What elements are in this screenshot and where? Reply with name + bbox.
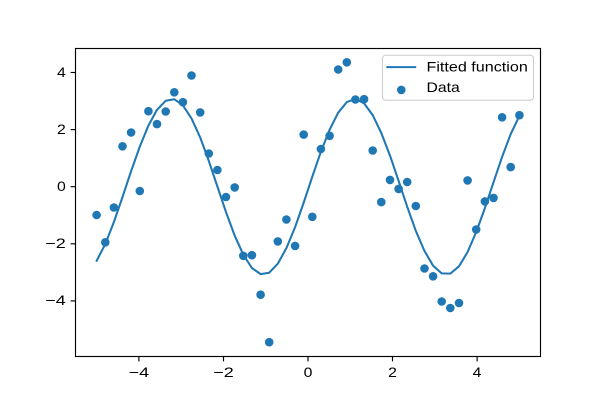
svg-text:−4: −4 (45, 292, 66, 308)
svg-text:4: 4 (57, 64, 66, 80)
svg-text:Fitted function: Fitted function (427, 58, 528, 74)
svg-text:−4: −4 (129, 364, 150, 380)
svg-text:2: 2 (388, 364, 397, 380)
svg-text:0: 0 (304, 364, 313, 380)
svg-text:−2: −2 (45, 235, 66, 251)
svg-text:0: 0 (57, 178, 66, 194)
svg-text:−2: −2 (213, 364, 234, 380)
svg-text:Data: Data (427, 79, 461, 95)
svg-text:4: 4 (473, 364, 482, 380)
svg-text:2: 2 (57, 121, 66, 137)
